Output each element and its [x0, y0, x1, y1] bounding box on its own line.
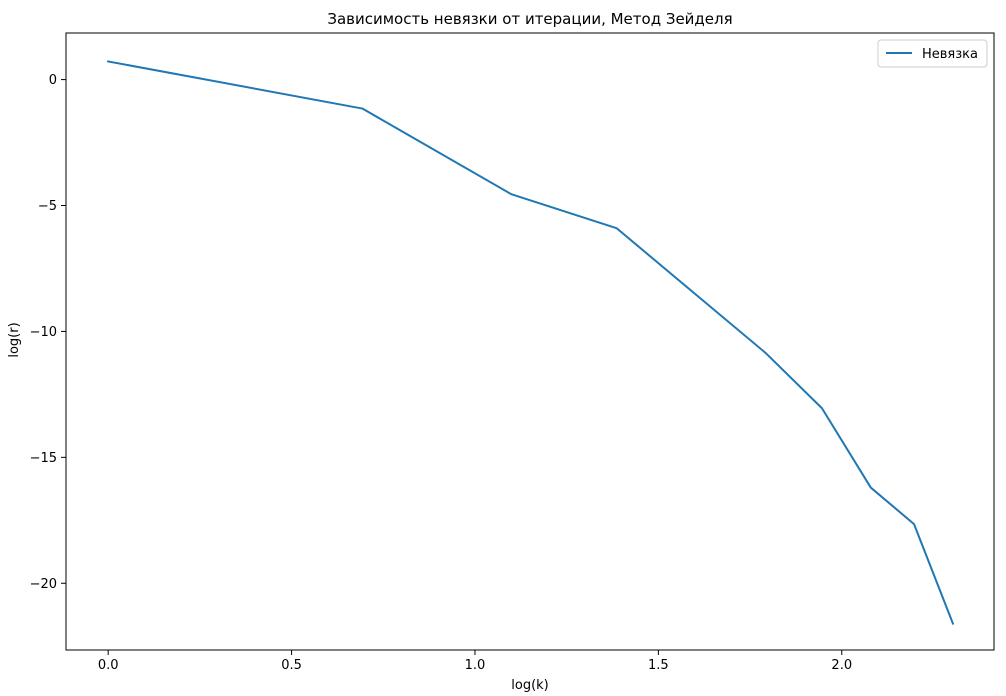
legend: Невязка — [877, 39, 988, 68]
x-axis: 0.0 0.5 1.0 1.5 2.0 — [98, 650, 852, 673]
y-axis-label: log(r) — [7, 322, 22, 357]
plot-frame — [65, 32, 995, 651]
y-tick-label: −5 — [38, 199, 57, 214]
y-tick-label: −10 — [30, 325, 57, 340]
x-tick-label: 2.0 — [831, 658, 852, 673]
y-axis: 0 −5 −10 −15 −20 — [30, 73, 66, 592]
legend-label: Невязка — [922, 47, 978, 62]
series-layer — [107, 60, 955, 625]
chart-title: Зависимость невязки от итерации, Метод З… — [327, 10, 732, 28]
x-tick-label: 1.5 — [648, 658, 669, 673]
x-axis-label: log(k) — [511, 678, 549, 693]
legend-box — [877, 39, 988, 68]
plot-area — [65, 32, 995, 651]
x-tick-label: 0.5 — [281, 658, 302, 673]
x-tick-label: 0.0 — [98, 658, 119, 673]
y-tick-label: −15 — [30, 451, 57, 466]
x-tick-label: 1.0 — [465, 658, 486, 673]
y-tick-label: 0 — [49, 73, 57, 88]
y-tick-label: −20 — [30, 577, 57, 592]
series-line-0 — [107, 60, 955, 625]
